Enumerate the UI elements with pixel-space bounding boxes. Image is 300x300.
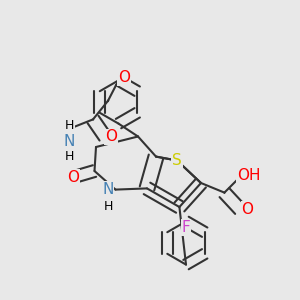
Text: H: H (103, 200, 113, 213)
Text: O: O (118, 70, 130, 85)
Text: N: N (64, 134, 75, 149)
Text: H: H (65, 150, 74, 164)
Text: O: O (242, 202, 254, 217)
Text: OH: OH (237, 168, 261, 183)
Text: S: S (172, 153, 182, 168)
Text: O: O (105, 129, 117, 144)
Text: N: N (102, 182, 114, 197)
Text: O: O (68, 170, 80, 185)
Text: F: F (182, 220, 190, 235)
Text: H: H (65, 119, 74, 132)
